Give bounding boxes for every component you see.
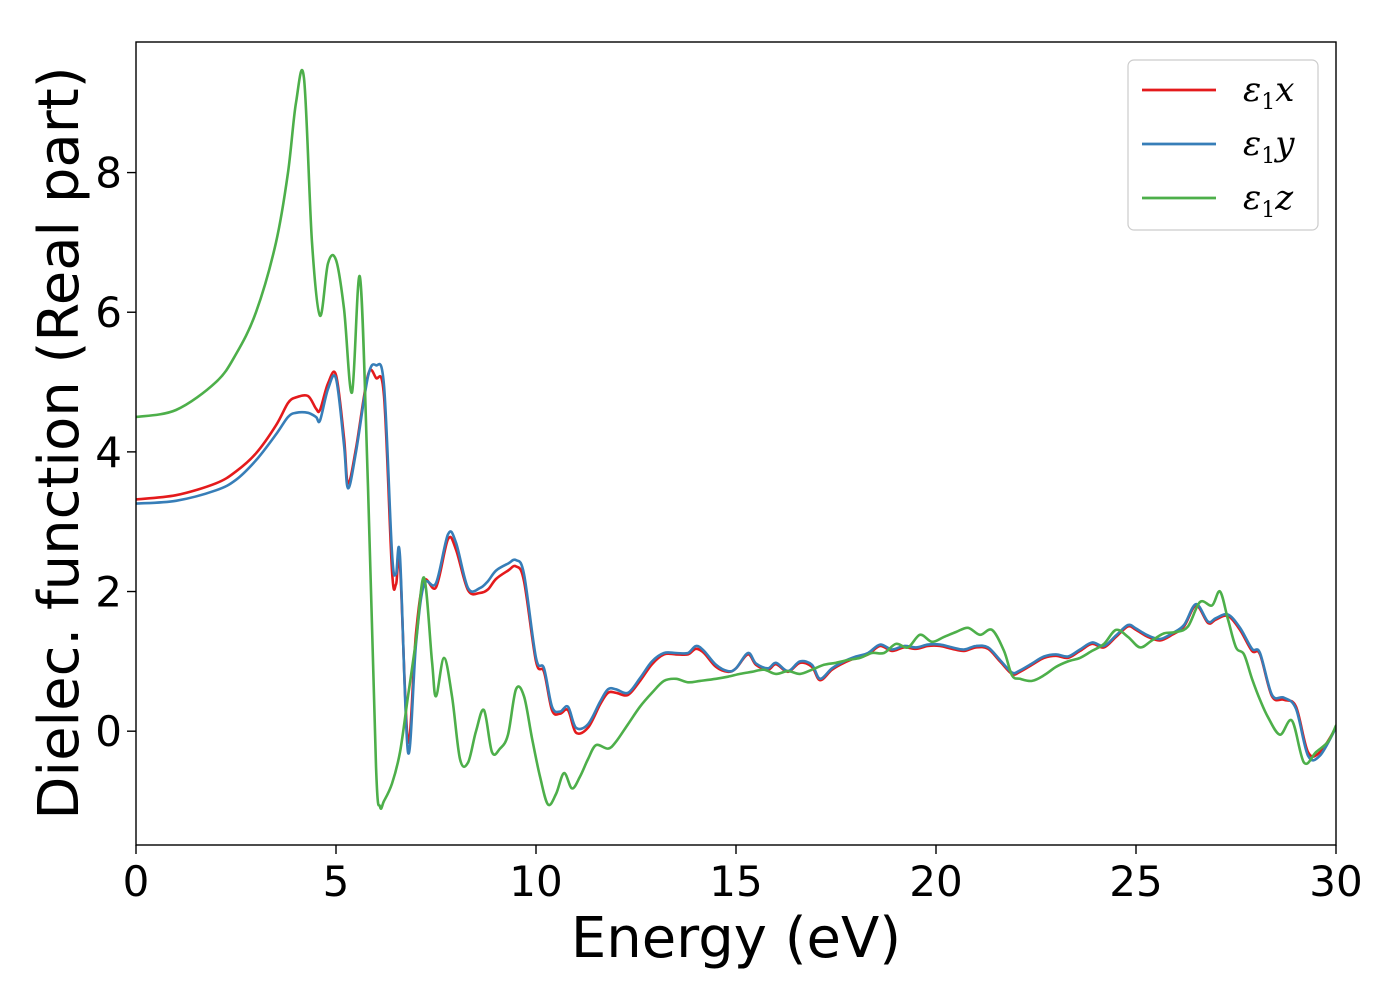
series-line-z [136,68,1336,811]
x-tick-label: 0 [123,857,150,906]
x-tick-label: 10 [509,857,562,906]
legend-label-z: ε1z [1243,178,1294,223]
legend: ε1x ε1y ε1z [1127,59,1319,231]
series-layer [136,68,1336,811]
x-tick-label: 15 [709,857,762,906]
x-tick-label: 5 [323,857,350,906]
x-axis-title: Energy (eV) [571,906,901,971]
legend-box [1127,59,1319,231]
x-tick-label: 20 [909,857,962,906]
series-line-y [136,362,1336,762]
legend-label-y: ε1y [1243,124,1295,169]
y-axis: 0 2 4 6 8 [95,149,136,756]
y-tick-label: 0 [95,707,122,756]
y-tick-label: 8 [95,149,122,198]
legend-label-x: ε1x [1243,70,1294,115]
y-tick-label: 2 [95,568,122,617]
x-tick-label: 30 [1309,857,1362,906]
y-tick-label: 6 [95,288,122,337]
y-tick-label: 4 [95,428,122,477]
x-axis: 0 5 10 15 20 25 30 [123,845,1363,906]
y-axis-title: Dielec. function (Real part) [27,66,92,819]
x-tick-label: 25 [1109,857,1162,906]
